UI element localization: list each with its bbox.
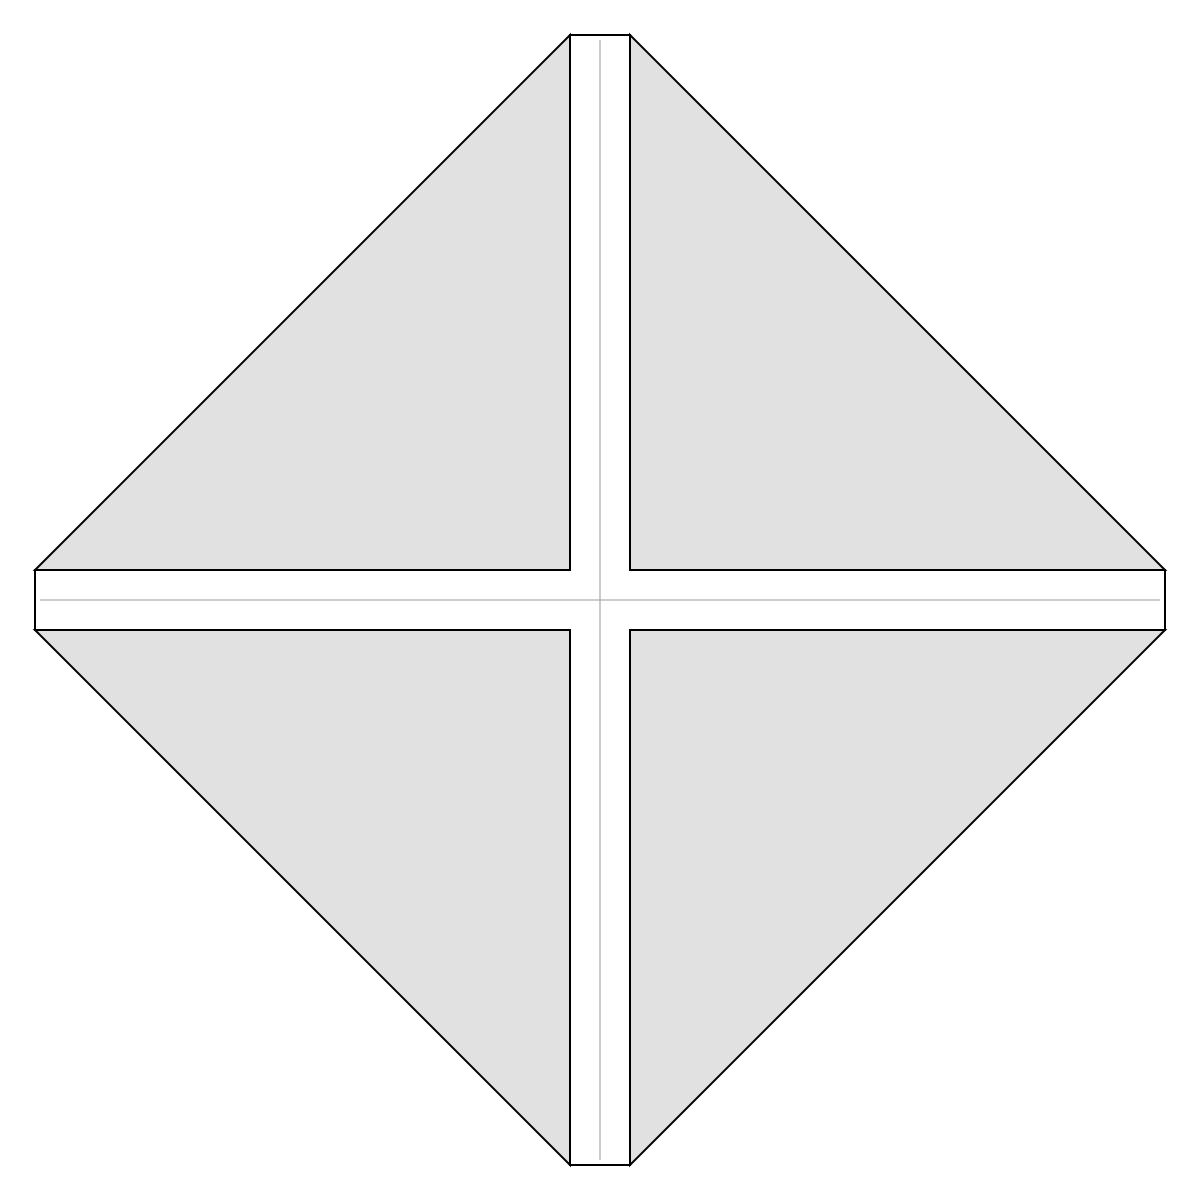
diamond-cross-diagram <box>32 32 1168 1168</box>
